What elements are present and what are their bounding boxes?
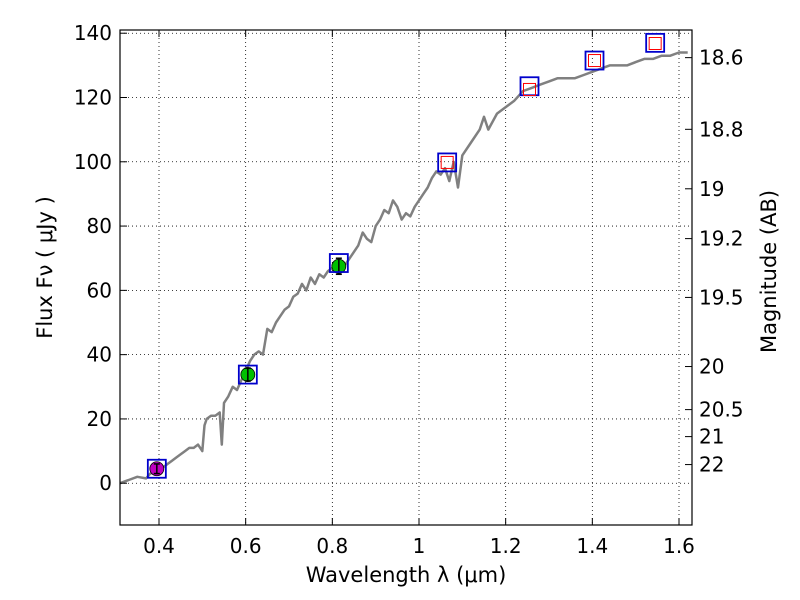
y-tick-label: 140 [74,21,112,45]
y-tick-label: 60 [87,278,112,302]
model-point [437,152,458,173]
y-tick-label: 0 [99,471,112,495]
spectrum-line [119,51,688,485]
y-axis-label: Flux Fν ( μJy ) [33,196,57,339]
right-tick-label: 21 [699,425,724,449]
right-tick-label: 20.5 [699,398,744,422]
y-tick-label: 40 [87,343,112,367]
x-tick-label: 0.8 [316,534,348,558]
x-tick-label: 1.6 [663,534,695,558]
right-tick-label: 22 [699,453,724,477]
predicted-point [588,54,601,68]
predicted-point [440,155,454,169]
right-tick-label: 18.8 [699,117,744,141]
x-tick-label: 0.6 [230,534,262,558]
plot-frame [119,29,693,526]
model-point [645,32,666,53]
x-tick-label: 1.4 [576,534,608,558]
y-tick-label: 20 [87,407,112,431]
predicted-point [523,82,536,96]
plot-area [119,32,688,485]
y-tick-label: 80 [87,214,112,238]
right-tick-label: 20 [699,355,724,379]
right-tick-label: 19 [699,177,724,201]
axis-ticks: 0.4 0.6 0.8 1 1.2 1.4 1.6 0 20 40 60 80 100 120 140 18.… [74,21,744,558]
y-tick-label: 120 [74,86,112,110]
right-tick-label: 19.5 [699,285,744,309]
x-axis-label: Wavelength λ (μm) [306,563,507,587]
right-axis-label: Magnitude (AB) [757,190,781,353]
y-tick-label: 100 [74,150,112,174]
grid-lines [120,30,692,525]
right-tick-label: 19.2 [699,227,744,251]
right-tick-label: 18.6 [699,46,744,70]
x-tick-label: 0.4 [143,534,175,558]
model-point [146,458,167,479]
predicted-point [648,37,662,50]
x-tick-label: 1 [413,534,426,558]
model-point [328,253,349,273]
model-point [584,50,605,71]
model-point [237,364,258,385]
x-tick-label: 1.2 [490,534,522,558]
